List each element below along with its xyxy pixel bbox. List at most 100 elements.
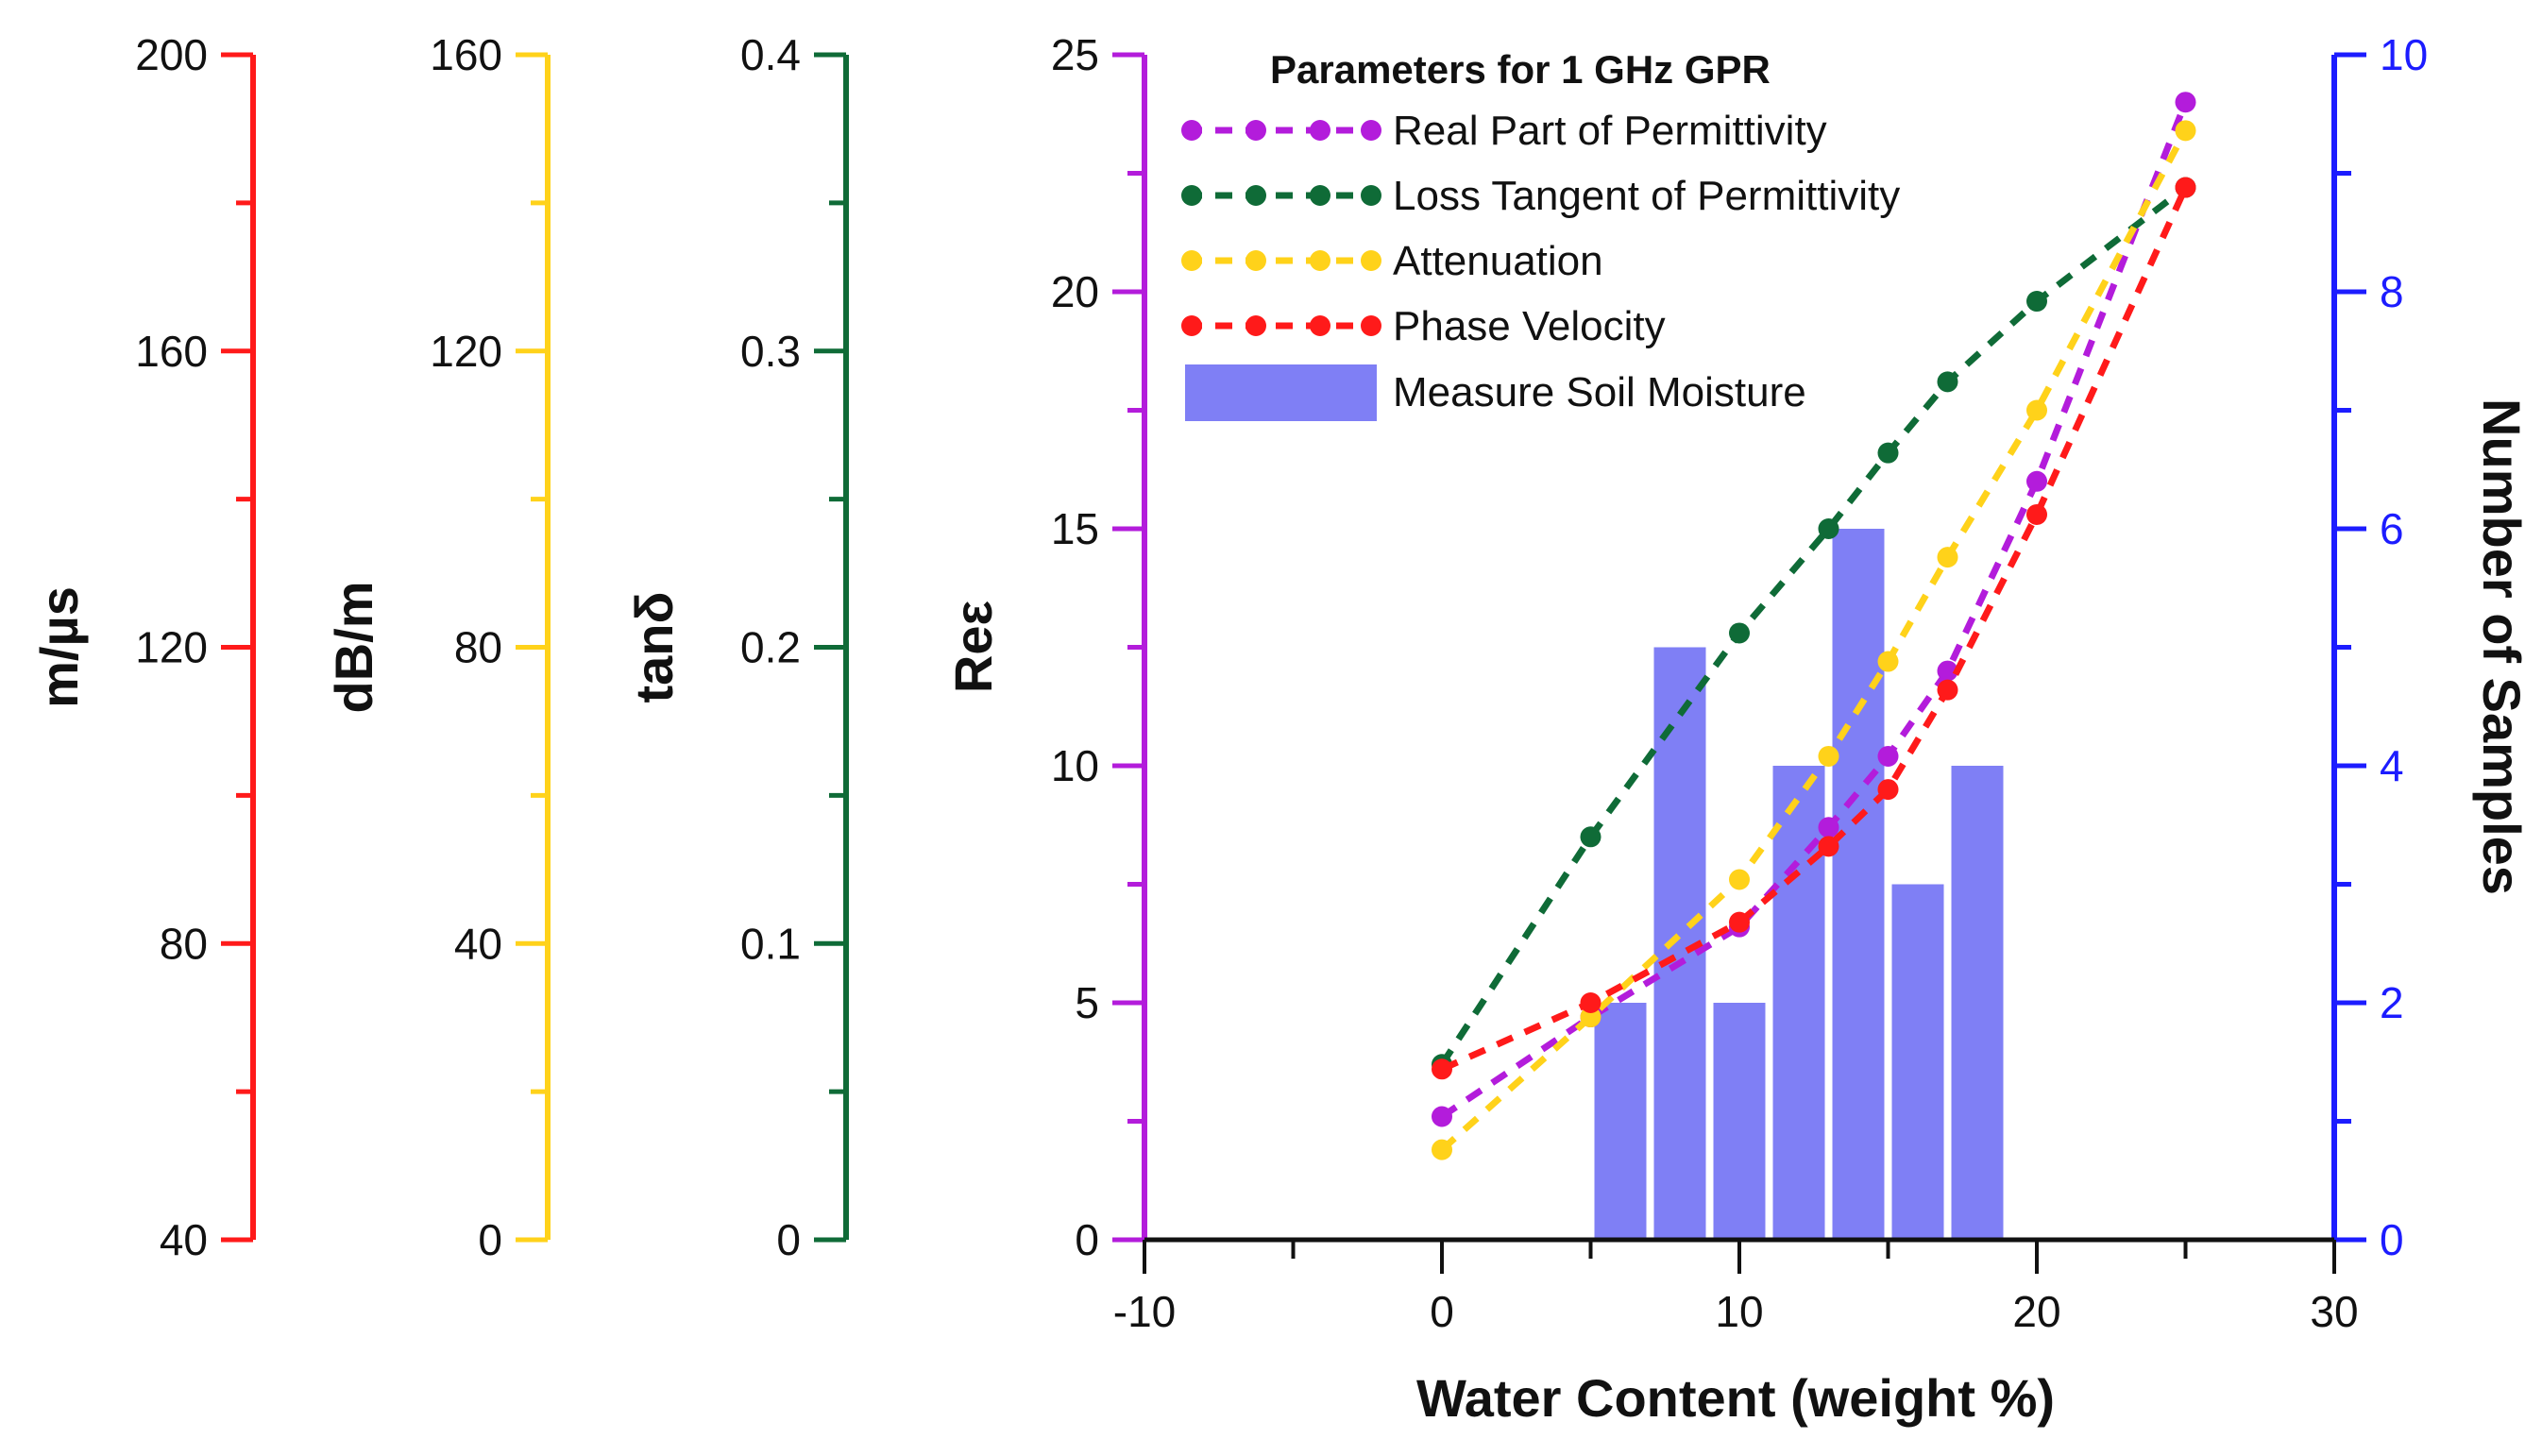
phase-velocity-axis-tick-label: 200 bbox=[135, 30, 208, 79]
samples-axis-title: Number of Samples bbox=[2472, 398, 2532, 895]
point-velocity bbox=[2175, 177, 2196, 198]
point-attenuation bbox=[1818, 745, 1839, 767]
legend-marker-velocity bbox=[1310, 315, 1330, 336]
point-real_perm bbox=[1937, 660, 1958, 682]
legend-label-loss_tangent: Loss Tangent of Permittivity bbox=[1393, 173, 1900, 219]
point-real_perm bbox=[1877, 745, 1899, 767]
phase-velocity-axis-tick-label: 40 bbox=[160, 1215, 208, 1264]
point-attenuation bbox=[2026, 399, 2047, 421]
loss-tangent-axis-tick-label: 0.2 bbox=[740, 623, 801, 672]
legend-marker-velocity bbox=[1181, 315, 1202, 336]
legend-marker-loss_tangent bbox=[1181, 185, 1202, 206]
x-axis-title: Water Content (weight %) bbox=[1416, 1368, 2055, 1428]
point-loss_tangent bbox=[2026, 291, 2047, 313]
samples-axis-tick-label: 8 bbox=[2380, 267, 2404, 316]
re-eps-axis-title: Reε bbox=[943, 601, 1003, 693]
point-velocity bbox=[1877, 779, 1899, 801]
point-real_perm bbox=[1818, 817, 1839, 838]
loss-tangent-axis-tick-label: 0 bbox=[776, 1215, 801, 1264]
attenuation-axis-tick-label: 0 bbox=[478, 1215, 502, 1264]
legend-marker-attenuation bbox=[1246, 250, 1266, 271]
legend-marker-attenuation bbox=[1310, 250, 1330, 271]
legend-label-attenuation: Attenuation bbox=[1393, 238, 1603, 284]
legend-title: Parameters for 1 GHz GPR bbox=[1270, 47, 1771, 92]
legend-marker-velocity bbox=[1246, 315, 1266, 336]
bar-soil-moisture bbox=[1713, 1003, 1766, 1240]
loss-tangent-axis-tick-label: 0.4 bbox=[740, 30, 801, 79]
samples-axis-tick-label: 6 bbox=[2380, 504, 2404, 553]
phase-velocity-axis-tick-label: 80 bbox=[160, 919, 208, 968]
axis-titles: Water Content (weight %) m/µs dB/m tanδ Reε… bbox=[29, 398, 2532, 1428]
attenuation-axis-title: dB/m bbox=[324, 582, 383, 714]
re-eps-axis-tick-label: 10 bbox=[1051, 741, 1099, 790]
attenuation-axis: 0 40 80 120 160 bbox=[430, 30, 551, 1264]
point-real_perm bbox=[2026, 470, 2047, 492]
point-velocity bbox=[1937, 679, 1958, 701]
legend-marker-real_perm bbox=[1310, 120, 1330, 141]
point-loss_tangent bbox=[1877, 442, 1899, 464]
legend-marker-attenuation bbox=[1181, 250, 1202, 271]
loss-tangent-axis-tick-label: 0.3 bbox=[740, 327, 801, 376]
x-tick-label: 10 bbox=[1715, 1287, 1763, 1336]
bar-soil-moisture bbox=[1594, 1003, 1647, 1240]
attenuation-axis-tick-label: 160 bbox=[430, 30, 502, 79]
phase-velocity-axis: 40 80 120 160 200 bbox=[135, 30, 256, 1264]
point-attenuation bbox=[1877, 651, 1899, 672]
phase-velocity-axis-tick-label: 160 bbox=[135, 327, 208, 376]
re-eps-axis-tick-label: 15 bbox=[1051, 504, 1099, 553]
samples-axis-tick-label: 0 bbox=[2380, 1215, 2404, 1264]
legend: Parameters for 1 GHz GPR Real Part of Per… bbox=[1181, 47, 1900, 421]
legend-marker-loss_tangent bbox=[1246, 185, 1266, 206]
legend-marker-real_perm bbox=[1361, 120, 1381, 141]
legend-marker-real_perm bbox=[1246, 120, 1266, 141]
point-loss_tangent bbox=[1580, 826, 1601, 848]
legend-swatch-bars bbox=[1185, 364, 1377, 421]
samples-axis-tick-label: 10 bbox=[2380, 30, 2428, 79]
re-eps-axis: 0 5 10 15 20 25 bbox=[1051, 30, 1147, 1264]
bar-soil-moisture bbox=[1891, 884, 1944, 1240]
legend-label-velocity: Phase Velocity bbox=[1393, 303, 1666, 349]
x-tick-label: 0 bbox=[1430, 1287, 1454, 1336]
series-line-velocity bbox=[1440, 186, 2189, 1073]
series-line-real_perm bbox=[1440, 100, 2189, 1120]
axes-group: 40801201602000408012016000.10.20.30.4051… bbox=[135, 30, 2428, 1336]
re-eps-axis-tick-label: 20 bbox=[1051, 267, 1099, 316]
point-attenuation bbox=[2175, 120, 2196, 142]
x-tick-label: 30 bbox=[2310, 1287, 2358, 1336]
samples-axis: 0 2 4 6 8 10 bbox=[2331, 30, 2428, 1264]
legend-marker-loss_tangent bbox=[1361, 185, 1381, 206]
point-velocity bbox=[1432, 1058, 1452, 1080]
phase-velocity-axis-title: m/µs bbox=[29, 586, 89, 708]
loss-tangent-axis-title: tanδ bbox=[624, 592, 684, 703]
point-attenuation bbox=[1937, 547, 1958, 568]
series-line-loss_tangent bbox=[1439, 184, 2188, 1067]
legend-marker-loss_tangent bbox=[1310, 185, 1330, 206]
x-tick-label: 20 bbox=[2012, 1287, 2060, 1336]
point-attenuation bbox=[1729, 869, 1750, 890]
samples-axis-tick-label: 4 bbox=[2380, 741, 2404, 790]
x-tick-label: -10 bbox=[1113, 1287, 1176, 1336]
point-real_perm bbox=[2175, 92, 2196, 113]
point-real_perm bbox=[1432, 1106, 1452, 1127]
point-velocity bbox=[1818, 836, 1839, 857]
point-velocity bbox=[1580, 992, 1601, 1013]
loss-tangent-axis-tick-label: 0.1 bbox=[740, 919, 801, 968]
line-series-group bbox=[1432, 92, 2196, 1160]
attenuation-axis-tick-label: 40 bbox=[454, 919, 502, 968]
attenuation-axis-tick-label: 120 bbox=[430, 327, 502, 376]
re-eps-axis-tick-label: 0 bbox=[1075, 1215, 1099, 1264]
legend-marker-velocity bbox=[1361, 315, 1381, 336]
point-velocity bbox=[2026, 503, 2047, 525]
point-attenuation bbox=[1580, 1007, 1601, 1028]
samples-axis-tick-label: 2 bbox=[2380, 978, 2404, 1027]
bar-soil-moisture bbox=[1951, 766, 2004, 1240]
legend-label-bars: Measure Soil Moisture bbox=[1393, 369, 1806, 415]
legend-marker-attenuation bbox=[1361, 250, 1381, 271]
bar-series bbox=[1594, 529, 2004, 1240]
legend-marker-real_perm bbox=[1181, 120, 1202, 141]
point-attenuation bbox=[1432, 1139, 1452, 1160]
bar-soil-moisture bbox=[1772, 766, 1825, 1240]
x-axis: -10 0 10 20 30 bbox=[1113, 1237, 2359, 1336]
